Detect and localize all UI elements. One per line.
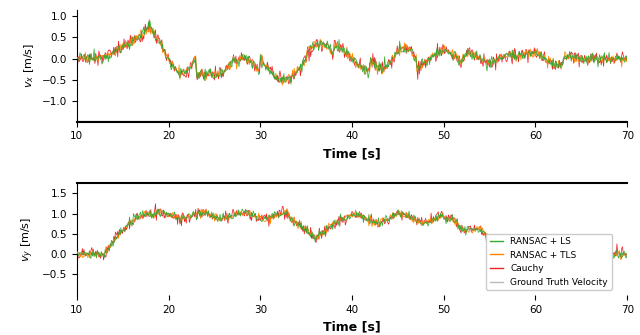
Legend: RANSAC + LS, RANSAC + TLS, Cauchy, Ground Truth Velocity: RANSAC + LS, RANSAC + TLS, Cauchy, Groun… [486,233,612,290]
X-axis label: Time [s]: Time [s] [323,147,381,160]
Y-axis label: $v_y$ [m/s]: $v_y$ [m/s] [20,216,36,262]
Y-axis label: $v_x$ [m/s]: $v_x$ [m/s] [22,43,36,88]
X-axis label: Time [s]: Time [s] [323,320,381,333]
